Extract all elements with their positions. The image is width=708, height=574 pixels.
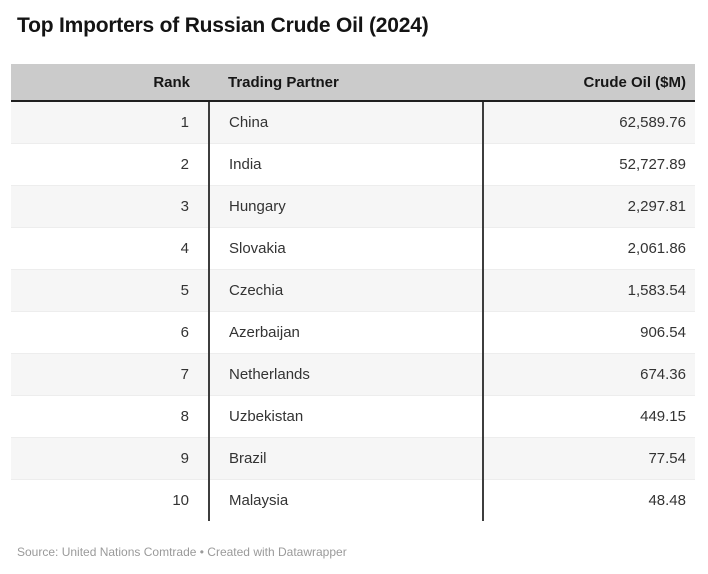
value-cell: 52,727.89	[482, 142, 695, 185]
partner-cell: Azerbaijan	[208, 310, 483, 353]
value-cell: 449.15	[482, 394, 695, 437]
column-header-trading-partner: Trading Partner	[209, 64, 483, 102]
partner-cell: Uzbekistan	[208, 394, 483, 437]
partner-cell: Brazil	[208, 436, 483, 479]
column-header-rank: Rank	[11, 64, 209, 102]
source-credit-line: Source: United Nations Comtrade • Create…	[17, 545, 347, 559]
column-header-crude-oil: Crude Oil ($M)	[483, 64, 695, 102]
partner-cell: Czechia	[208, 268, 483, 311]
rank-cell: 2	[11, 142, 209, 185]
table-header: Rank Trading Partner Crude Oil ($M)	[11, 64, 695, 102]
rank-cell: 8	[11, 394, 209, 437]
table-row: 9 Brazil 77.54	[11, 436, 695, 479]
value-cell: 1,583.54	[482, 268, 695, 311]
rank-cell: 9	[11, 436, 209, 479]
table-row: 7 Netherlands 674.36	[11, 352, 695, 395]
rank-cell: 5	[11, 268, 209, 311]
rank-cell: 10	[11, 478, 209, 521]
data-table: Rank Trading Partner Crude Oil ($M) 1 Ch…	[11, 64, 695, 521]
rank-cell: 7	[11, 352, 209, 395]
rank-cell: 1	[11, 101, 209, 143]
partner-cell: Netherlands	[208, 352, 483, 395]
value-cell: 2,061.86	[482, 226, 695, 269]
table-body: 1 China 62,589.76 2 India 52,727.89 3 Hu…	[11, 101, 695, 521]
value-cell: 48.48	[482, 478, 695, 521]
partner-cell: India	[208, 142, 483, 185]
table-row: 3 Hungary 2,297.81	[11, 184, 695, 227]
table-row: 2 India 52,727.89	[11, 142, 695, 185]
rank-cell: 4	[11, 226, 209, 269]
header-row: Rank Trading Partner Crude Oil ($M)	[11, 64, 695, 102]
table-row: 5 Czechia 1,583.54	[11, 268, 695, 311]
value-cell: 62,589.76	[482, 101, 695, 143]
value-cell: 2,297.81	[482, 184, 695, 227]
partner-cell: China	[208, 101, 483, 143]
value-cell: 77.54	[482, 436, 695, 479]
value-cell: 906.54	[482, 310, 695, 353]
table-row: 1 China 62,589.76	[11, 101, 695, 143]
partner-cell: Malaysia	[208, 478, 483, 521]
table-row: 4 Slovakia 2,061.86	[11, 226, 695, 269]
table-row: 10 Malaysia 48.48	[11, 478, 695, 521]
partner-cell: Slovakia	[208, 226, 483, 269]
rank-cell: 3	[11, 184, 209, 227]
rank-cell: 6	[11, 310, 209, 353]
table-row: 6 Azerbaijan 906.54	[11, 310, 695, 353]
table-row: 8 Uzbekistan 449.15	[11, 394, 695, 437]
chart-title: Top Importers of Russian Crude Oil (2024…	[17, 14, 429, 37]
value-cell: 674.36	[482, 352, 695, 395]
partner-cell: Hungary	[208, 184, 483, 227]
datawrapper-table-chart: Top Importers of Russian Crude Oil (2024…	[0, 13, 708, 574]
